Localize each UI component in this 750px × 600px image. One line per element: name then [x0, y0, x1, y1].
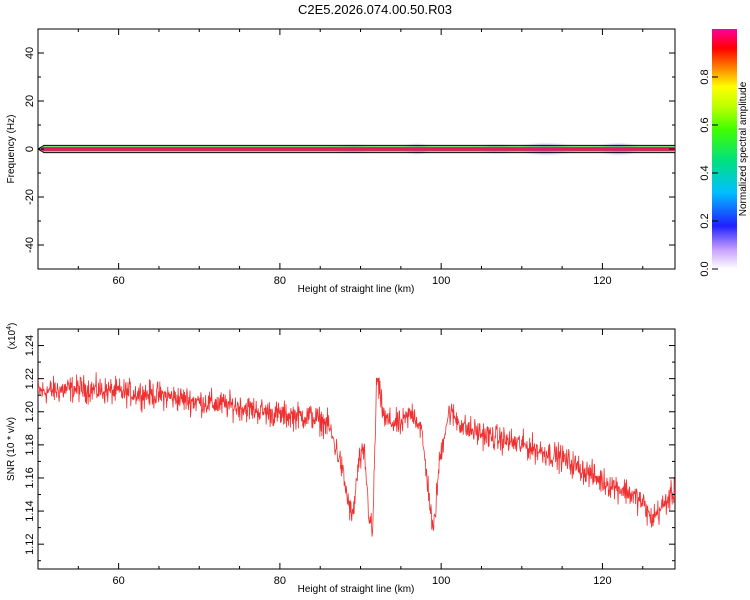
colorbar-tick-label: 0.6 [699, 117, 711, 132]
spectrogram-xtick-label: 120 [593, 275, 611, 287]
band-core [41, 147, 675, 151]
colorbar-tick-label: 0.0 [699, 261, 711, 276]
colorbar: 0.0 0.2 0.4 0.6 0.8 Normalized spectral ampl… [699, 29, 749, 277]
snr-plot-area [37, 328, 676, 570]
spectrogram-xtick-label: 100 [432, 275, 450, 287]
page-title: C2E5.2026.074.00.50.R03 [298, 2, 452, 17]
spectrogram-xlabel: Height of straight line (km) [298, 284, 415, 295]
colorbar-tick-label: 0.2 [699, 213, 711, 228]
snr-ytick-label: 1.14 [24, 500, 36, 521]
spectrogram-xtick-label: 60 [113, 275, 125, 287]
colorbar-tick-label: 0.8 [699, 69, 711, 84]
snr-ytick-label: 1.12 [24, 533, 36, 554]
spectrogram-panel: 60 80 100 120 -40 -20 0 20 40 Height of straigh… [6, 28, 676, 295]
snr-ytick-label: 1.18 [24, 434, 36, 455]
spectrogram-ytick-label: 40 [24, 47, 36, 59]
snr-xtick-label: 80 [274, 575, 286, 587]
spectrogram-ytick-label: 20 [24, 95, 36, 107]
snr-xtick-label: 120 [593, 575, 611, 587]
band-edge-lower [42, 150, 675, 152]
spectrogram-ytick-label: 0 [24, 146, 36, 152]
snr-panel: 60 80 100 120 1.121.141.161.181.201.221.24 … [6, 323, 676, 595]
snr-ytick-label: 1.20 [24, 401, 36, 422]
snr-ylabel: SNR (10 * v/v) [6, 417, 17, 481]
snr-ytick-label: 1.24 [24, 335, 36, 356]
spectrogram-ytick-label: -20 [24, 189, 36, 205]
snr-xlabel: Height of straight line (km) [298, 584, 415, 595]
colorbar-label: Normalized spectral amplitude [738, 81, 749, 216]
snr-multiplier: (x104) [6, 323, 18, 350]
snr-ytick-label: 1.16 [24, 467, 36, 488]
snr-xtick-label: 100 [432, 575, 450, 587]
band-outline [38, 144, 675, 154]
snr-series-line [38, 372, 675, 537]
colorbar-tick-label: 0.4 [699, 165, 711, 180]
snr-xtick-label: 60 [113, 575, 125, 587]
spectrogram-xtick-label: 80 [274, 275, 286, 287]
spectrogram-ylabel: Frequency (Hz) [6, 115, 17, 184]
snr-ytick-label: 1.22 [24, 368, 36, 389]
colorbar-gradient [712, 29, 737, 269]
spectrogram-ytick-label: -40 [24, 237, 36, 253]
band-edge-upper [42, 146, 675, 148]
